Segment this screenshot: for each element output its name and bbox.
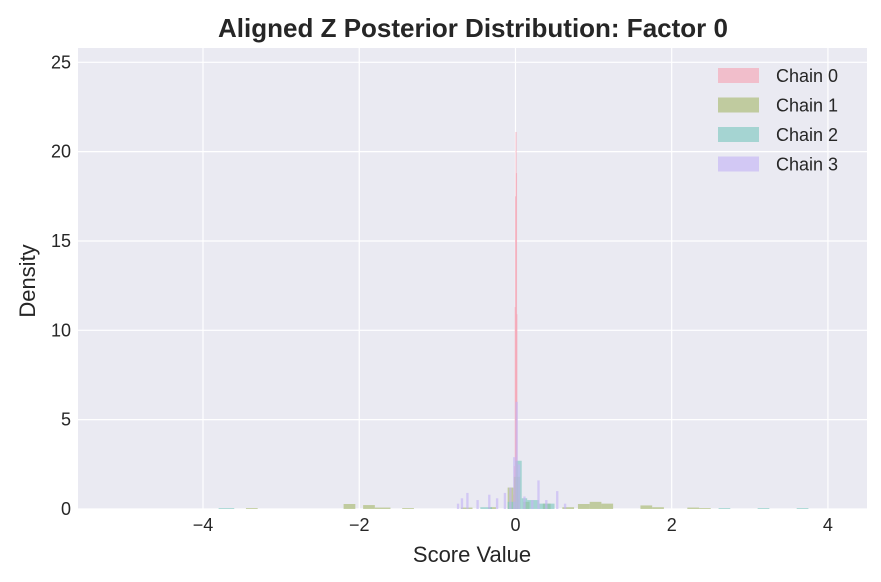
histogram-bar: [563, 503, 567, 509]
chart-legend: Chain 0 Chain 1 Chain 2 Chain 3: [718, 66, 838, 175]
histogram-bar: [515, 401, 518, 509]
x-tick-label: 2: [667, 515, 677, 535]
legend-entry-label: Chain 3: [776, 155, 838, 175]
histogram-bar: [640, 505, 653, 509]
y-tick-label: 20: [51, 142, 71, 162]
histogram-bar: [545, 500, 548, 509]
legend-entry-label: Chain 0: [776, 66, 838, 86]
y-axis-ticks: 0 5 10 15 20 25: [51, 52, 71, 519]
histogram-bar: [488, 494, 491, 509]
histogram-bar: [513, 457, 516, 509]
x-tick-label: −4: [193, 515, 214, 535]
y-axis-label: Density: [15, 244, 40, 317]
y-tick-label: 10: [51, 320, 71, 340]
histogram-bar: [556, 491, 559, 509]
histogram-bar: [495, 498, 499, 509]
legend-swatch: [718, 97, 759, 113]
histogram-bar: [509, 487, 512, 509]
histogram-bar: [796, 508, 809, 509]
x-tick-label: −2: [349, 515, 370, 535]
legend-swatch: [718, 127, 759, 142]
series-3-bars: [456, 401, 567, 509]
histogram-bar: [466, 492, 469, 509]
histogram-bar: [531, 500, 534, 509]
histogram-bar: [218, 508, 235, 509]
histogram-bar: [537, 480, 540, 509]
x-axis-label: Score Value: [413, 542, 531, 567]
legend-entry-label: Chain 1: [776, 96, 838, 116]
histogram-bars: [218, 131, 809, 509]
histogram-bar: [374, 507, 391, 509]
legend-swatch: [718, 156, 759, 172]
histogram-bar: [718, 508, 731, 509]
histogram-bar: [562, 507, 575, 509]
histogram-bar: [687, 507, 700, 509]
histogram-bar: [699, 508, 711, 509]
histogram-bar: [402, 508, 414, 509]
legend-swatch: [718, 68, 759, 83]
histogram-bar: [460, 498, 464, 509]
histogram-bar: [601, 503, 614, 509]
chart-title: Aligned Z Posterior Distribution: Factor…: [218, 13, 728, 43]
histogram-bar: [757, 508, 770, 509]
histogram-bar: [245, 508, 258, 509]
x-tick-label: 4: [823, 515, 833, 535]
y-tick-label: 15: [51, 231, 71, 251]
histogram-bar: [343, 503, 356, 509]
histogram-bar: [503, 492, 507, 509]
legend-entry-label: Chain 2: [776, 125, 838, 145]
x-tick-label: 0: [510, 515, 520, 535]
histogram-bar: [589, 501, 602, 509]
x-axis-ticks: −4 −2 0 2 4: [193, 515, 833, 535]
histogram-bar: [480, 507, 493, 509]
histogram-bar: [456, 503, 460, 509]
y-tick-label: 25: [51, 52, 71, 72]
y-tick-label: 0: [61, 499, 71, 519]
histogram-bar: [523, 496, 526, 509]
plot-area: [78, 48, 867, 509]
histogram-bar: [517, 464, 521, 509]
y-tick-label: 5: [61, 410, 71, 430]
histogram-bar: [363, 505, 375, 509]
histogram-bar: [577, 503, 590, 509]
histogram-bar: [652, 507, 664, 509]
histogram-bar: [476, 500, 479, 509]
